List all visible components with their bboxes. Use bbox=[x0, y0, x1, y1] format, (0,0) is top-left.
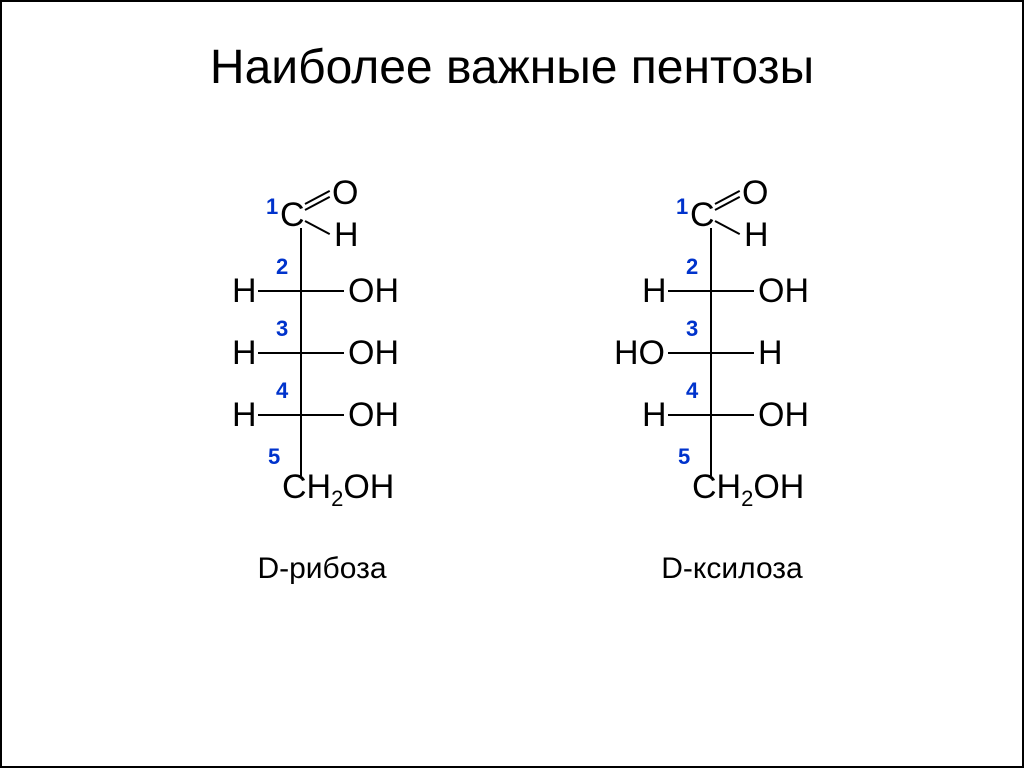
carbon-number-2: 2 bbox=[276, 256, 288, 278]
c2-left: H bbox=[642, 274, 667, 308]
c2-left: H bbox=[232, 274, 257, 308]
slide: Наиболее важные пентозы 1 C O H 2 H OH 3… bbox=[0, 0, 1024, 768]
carbon-number-3: 3 bbox=[276, 318, 288, 340]
c3-left-bond bbox=[668, 352, 710, 354]
c2-left-bond bbox=[258, 290, 300, 292]
c4-left: H bbox=[232, 398, 257, 432]
c3-right: H bbox=[758, 336, 783, 370]
molecule-name-ribose: D-рибоза bbox=[172, 552, 472, 586]
c5-tail: CH2OH bbox=[282, 470, 394, 504]
c3-left-bond bbox=[258, 352, 300, 354]
aldehyde-h-bond bbox=[715, 220, 741, 235]
aldehyde-hydrogen: H bbox=[334, 218, 359, 252]
c2-right: OH bbox=[758, 274, 809, 308]
c4-left-bond bbox=[258, 414, 300, 416]
carbon-number-3: 3 bbox=[686, 318, 698, 340]
c2-left-bond bbox=[668, 290, 710, 292]
carbon-1: C bbox=[690, 198, 715, 232]
c4-right-bond bbox=[302, 414, 344, 416]
carbon-number-5: 5 bbox=[268, 446, 280, 468]
c3-right: OH bbox=[348, 336, 399, 370]
aldehyde-h-bond bbox=[305, 220, 331, 235]
carbon-number-4: 4 bbox=[276, 380, 288, 402]
c3-right-bond bbox=[712, 352, 754, 354]
c4-left: H bbox=[642, 398, 667, 432]
carbon-number-4: 4 bbox=[686, 380, 698, 402]
c2-right-bond bbox=[302, 290, 344, 292]
slide-title: Наиболее важные пентозы bbox=[2, 40, 1022, 95]
carbon-number-1: 1 bbox=[266, 196, 278, 218]
aldehyde-oxygen: O bbox=[332, 176, 358, 210]
molecule-name-xylose: D-ксилоза bbox=[582, 552, 882, 586]
aldehyde-oxygen: O bbox=[742, 176, 768, 210]
c5-tail: CH2OH bbox=[692, 470, 804, 504]
c4-right: OH bbox=[758, 398, 809, 432]
aldehyde-hydrogen: H bbox=[744, 218, 769, 252]
carbon-number-1: 1 bbox=[676, 196, 688, 218]
molecule-ribose: 1 C O H 2 H OH 3 H OH 4 H OH 5 CH2OH D-р… bbox=[172, 192, 472, 612]
c2-right-bond bbox=[712, 290, 754, 292]
molecule-xylose: 1 C O H 2 H OH 3 HO H 4 H OH 5 CH2OH D-к… bbox=[582, 192, 882, 612]
c3-left: HO bbox=[614, 336, 665, 370]
carbon-1: C bbox=[280, 198, 305, 232]
carbon-number-2: 2 bbox=[686, 256, 698, 278]
c4-right: OH bbox=[348, 398, 399, 432]
carbon-number-5: 5 bbox=[678, 446, 690, 468]
c2-right: OH bbox=[348, 274, 399, 308]
c4-left-bond bbox=[668, 414, 710, 416]
c4-right-bond bbox=[712, 414, 754, 416]
c3-right-bond bbox=[302, 352, 344, 354]
c3-left: H bbox=[232, 336, 257, 370]
